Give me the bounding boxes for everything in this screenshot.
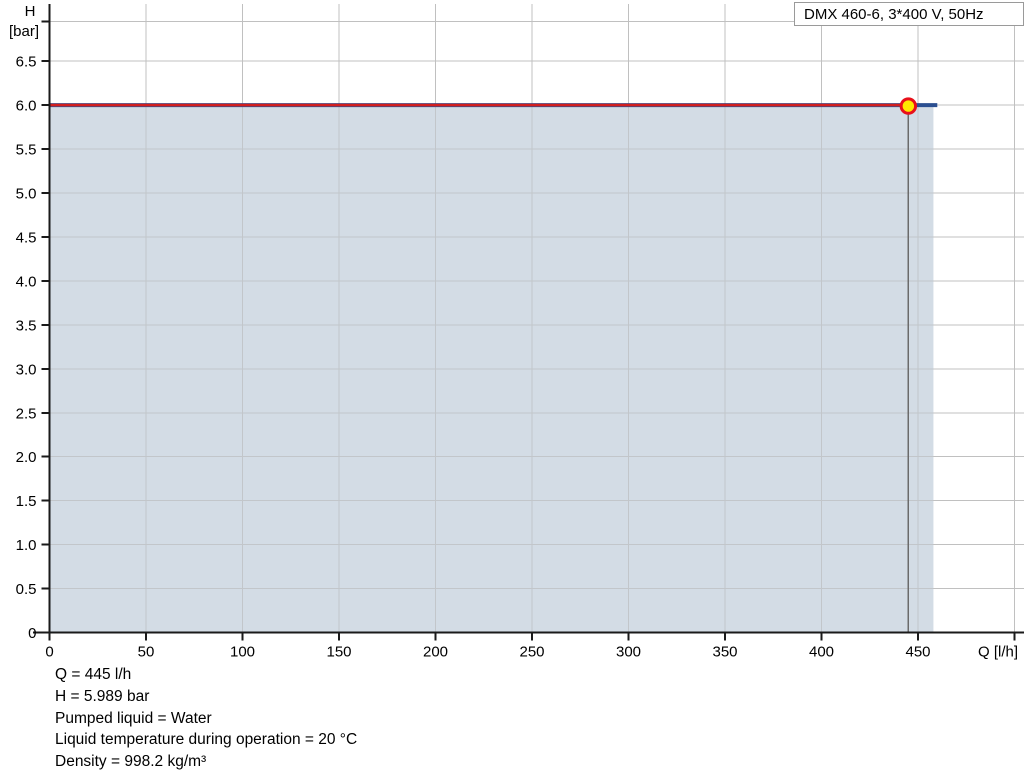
grid-lines-over-area <box>49 105 934 633</box>
y-tick-label: 5.5 <box>16 142 37 159</box>
legend-box: DMX 460-6, 3*400 V, 50Hz <box>794 2 1024 26</box>
y-tick-label: 1.0 <box>16 537 37 554</box>
y-tick-label: 3.5 <box>16 317 37 334</box>
annotation-density: Density = 998.2 kg/m³ <box>55 753 207 771</box>
axis-ticks: 0 0.5 1.0 1.5 2.0 2.5 3.0 3.5 4.0 4.5 5.0 5.5 6.0 6.5… <box>16 20 1016 661</box>
x-tick-label: 350 <box>712 644 737 661</box>
y-tick-label: 6.5 <box>16 54 37 71</box>
legend-label: DMX 460-6, 3*400 V, 50Hz <box>804 5 984 23</box>
y-tick-label: 2.5 <box>16 405 37 422</box>
duty-point-marker[interactable] <box>899 97 918 115</box>
y-tick-label: 5.0 <box>16 186 37 203</box>
operating-conditions-block: Q = 445 l/h H = 5.989 bar Pumped liquid … <box>55 664 695 773</box>
x-tick-label: 100 <box>230 644 255 661</box>
x-tick-label: 250 <box>519 644 544 661</box>
y-axis-title-line2: [bar] <box>9 23 39 40</box>
x-tick-label: 0 <box>45 644 53 661</box>
x-axis-title: Q [l/h] <box>978 644 1018 661</box>
x-tick-label: 400 <box>809 644 834 661</box>
y-tick-label: 2.0 <box>16 449 37 466</box>
annotation-head: H = 5.989 bar <box>55 687 150 705</box>
y-tick-label: 6.0 <box>16 98 37 115</box>
x-tick-label: 450 <box>905 644 930 661</box>
x-tick-label: 150 <box>326 644 351 661</box>
y-tick-label: 4.0 <box>16 273 37 290</box>
annotation-flow: Q = 445 l/h <box>55 666 132 683</box>
y-tick-label: 4.5 <box>16 229 37 246</box>
y-axis-title-line1: H <box>25 3 36 20</box>
y-tick-label: 0 <box>28 625 36 642</box>
x-tick-label: 200 <box>423 644 448 661</box>
duty-point-circle-icon[interactable] <box>899 97 918 115</box>
annotation-pumped-liquid: Pumped liquid = Water <box>55 709 212 727</box>
y-tick-label: 1.5 <box>16 493 37 510</box>
annotation-liquid-temperature: Liquid temperature during operation = 20… <box>55 731 358 749</box>
x-tick-label: 300 <box>616 644 641 661</box>
y-tick-label: 3.0 <box>16 361 37 378</box>
x-tick-label: 50 <box>138 644 155 661</box>
y-tick-label: 0.5 <box>16 581 37 598</box>
